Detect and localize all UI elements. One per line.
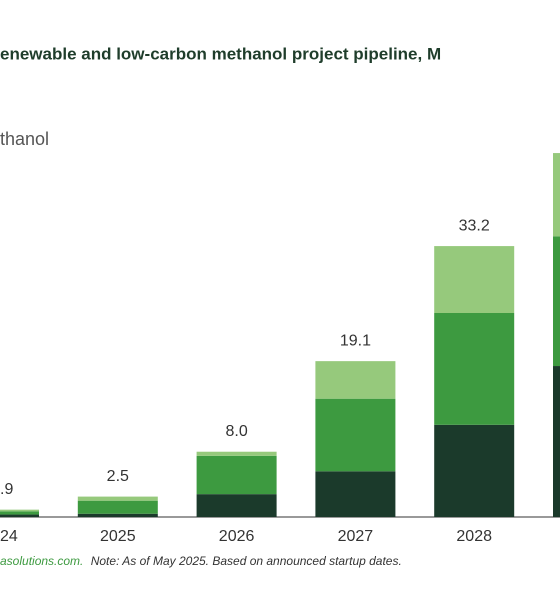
bar-segment xyxy=(553,366,560,517)
bar-segment xyxy=(315,361,396,399)
bar-segment xyxy=(196,451,277,456)
bar-segment xyxy=(434,246,515,313)
total-label: 33.2 xyxy=(459,217,490,234)
bar-segment xyxy=(196,455,277,495)
bar-segment xyxy=(196,494,277,517)
x-tick-label: 2026 xyxy=(219,528,255,545)
x-tick-label: 2025 xyxy=(100,528,136,545)
bar-segment xyxy=(0,511,39,515)
bar-segment xyxy=(315,398,396,472)
bar-segment xyxy=(434,313,515,425)
total-label: 19.1 xyxy=(340,332,371,349)
x-tick-label: 2028 xyxy=(456,528,492,545)
bar-segment xyxy=(0,509,39,512)
source: asolutions.com. xyxy=(0,554,83,568)
bar-segment xyxy=(77,500,158,514)
x-tick-label: 24 xyxy=(0,528,18,545)
bar-segment xyxy=(77,496,158,501)
total-label: 8.0 xyxy=(225,423,247,440)
y-axis-label: thanol xyxy=(0,129,49,149)
x-tick-label: 2027 xyxy=(338,528,374,545)
bar-segment xyxy=(553,153,560,237)
bar-segment xyxy=(0,514,39,517)
bar-segment xyxy=(315,471,396,517)
footer: asolutions.com. Note: As of May 2025. Ba… xyxy=(0,554,402,568)
total-label: 2.5 xyxy=(107,468,129,485)
total-label: .9 xyxy=(0,481,13,498)
bar-segment xyxy=(553,236,560,367)
bar-segment xyxy=(77,513,158,517)
bar-segment xyxy=(434,424,515,517)
chart-title: enewable and low-carbon methanol project… xyxy=(0,44,441,63)
note: Note: As of May 2025. Based on announced… xyxy=(91,554,402,568)
